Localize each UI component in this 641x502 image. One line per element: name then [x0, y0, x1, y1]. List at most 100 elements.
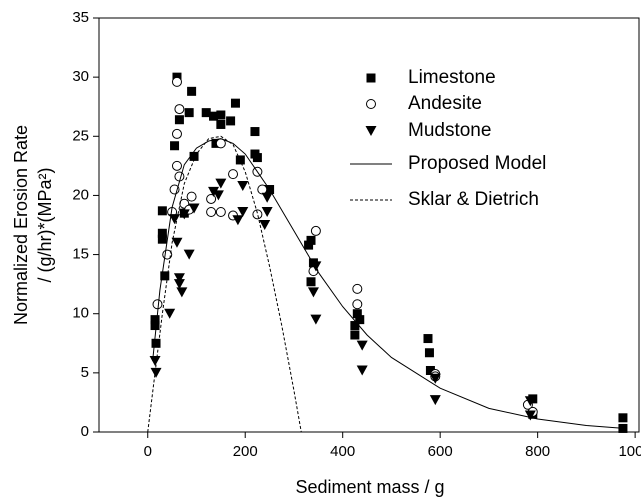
marker-triangle	[176, 287, 188, 298]
legend-label: Andesite	[408, 93, 482, 114]
marker-triangle	[237, 206, 249, 217]
x-tick-label: 0	[144, 443, 152, 460]
marker-square	[425, 365, 435, 375]
marker-square	[306, 277, 316, 287]
marker-triangle	[429, 373, 441, 384]
y-axis-label: Normalized Erosion Rate	[11, 125, 31, 325]
marker-triangle	[307, 287, 319, 298]
marker-triangle	[259, 220, 271, 230]
legend-marker	[365, 126, 377, 136]
x-tick-label: 400	[330, 443, 355, 460]
marker-circle	[152, 299, 163, 310]
marker-triangle	[237, 180, 249, 191]
marker-triangle	[164, 308, 176, 319]
legend-label: Sklar & Dietrich	[408, 189, 539, 210]
marker-circle	[310, 225, 321, 236]
marker-square	[350, 330, 360, 340]
model-line	[147, 135, 302, 433]
y-tick-label: 35	[72, 9, 89, 26]
marker-triangle	[310, 314, 322, 325]
marker-circle	[171, 76, 182, 87]
x-axis-label: Sediment mass / g	[295, 477, 444, 497]
marker-triangle	[188, 203, 200, 214]
marker-circle	[352, 299, 363, 310]
marker-square	[250, 127, 260, 137]
marker-square	[160, 271, 170, 281]
y-tick-label: 30	[72, 68, 89, 85]
marker-triangle	[171, 237, 183, 248]
marker-square	[151, 338, 161, 348]
marker-square	[157, 234, 167, 244]
marker-square	[352, 309, 362, 319]
marker-square	[187, 86, 197, 96]
marker-square	[306, 235, 316, 245]
marker-square	[150, 315, 160, 325]
marker-circle	[252, 209, 263, 220]
legend-marker	[366, 99, 376, 109]
marker-square	[423, 334, 433, 344]
legend-label: Limestone	[408, 67, 496, 88]
y-tick-label: 5	[81, 364, 89, 381]
marker-circle	[171, 128, 182, 139]
marker-square	[209, 111, 219, 121]
marker-triangle	[150, 367, 162, 378]
y-tick-label: 0	[81, 423, 89, 440]
marker-circle	[352, 283, 363, 294]
marker-circle	[206, 193, 217, 204]
marker-square	[170, 141, 180, 151]
marker-square	[230, 98, 240, 108]
marker-triangle	[215, 178, 227, 189]
marker-triangle	[173, 279, 185, 290]
y-axis-label: / (g/hr)*(MPa²)	[35, 167, 55, 282]
marker-triangle	[524, 396, 536, 407]
marker-triangle	[356, 365, 368, 376]
marker-square	[184, 108, 194, 118]
legend-label: Proposed Model	[408, 153, 546, 174]
marker-triangle	[212, 190, 224, 201]
marker-square	[304, 240, 314, 250]
marker-triangle	[261, 206, 273, 217]
marker-triangle	[356, 340, 368, 351]
marker-triangle	[524, 410, 536, 421]
marker-square	[157, 228, 167, 238]
marker-triangle	[149, 356, 161, 367]
marker-square	[216, 119, 226, 129]
y-tick-label: 15	[72, 246, 89, 263]
marker-square	[424, 348, 434, 358]
marker-square	[174, 115, 184, 125]
marker-square	[189, 151, 199, 161]
marker-square	[150, 321, 160, 331]
x-tick-label: 600	[428, 443, 453, 460]
marker-circle	[174, 171, 185, 182]
marker-triangle	[173, 273, 185, 284]
marker-circle	[186, 191, 197, 202]
marker-triangle	[429, 395, 441, 406]
marker-square	[201, 108, 211, 118]
marker-triangle	[232, 215, 244, 226]
marker-square	[252, 153, 262, 163]
marker-square	[350, 321, 360, 331]
marker-triangle	[261, 192, 273, 203]
y-tick-label: 20	[72, 186, 89, 203]
x-tick-label: 200	[233, 443, 258, 460]
marker-square	[355, 315, 365, 325]
marker-square	[216, 110, 226, 120]
marker-circle	[206, 206, 217, 217]
marker-circle	[215, 206, 226, 217]
marker-triangle	[183, 249, 195, 260]
model-line	[152, 138, 626, 429]
legend-marker	[366, 73, 376, 83]
marker-circle	[174, 104, 185, 115]
marker-circle	[228, 169, 239, 180]
marker-circle	[257, 184, 268, 195]
y-tick-label: 25	[72, 127, 89, 144]
marker-circle	[171, 160, 182, 171]
marker-triangle	[208, 186, 220, 197]
y-tick-label: 10	[72, 305, 89, 322]
legend-label: Mudstone	[408, 120, 491, 141]
marker-triangle	[178, 209, 190, 220]
x-tick-label: 800	[525, 443, 550, 460]
